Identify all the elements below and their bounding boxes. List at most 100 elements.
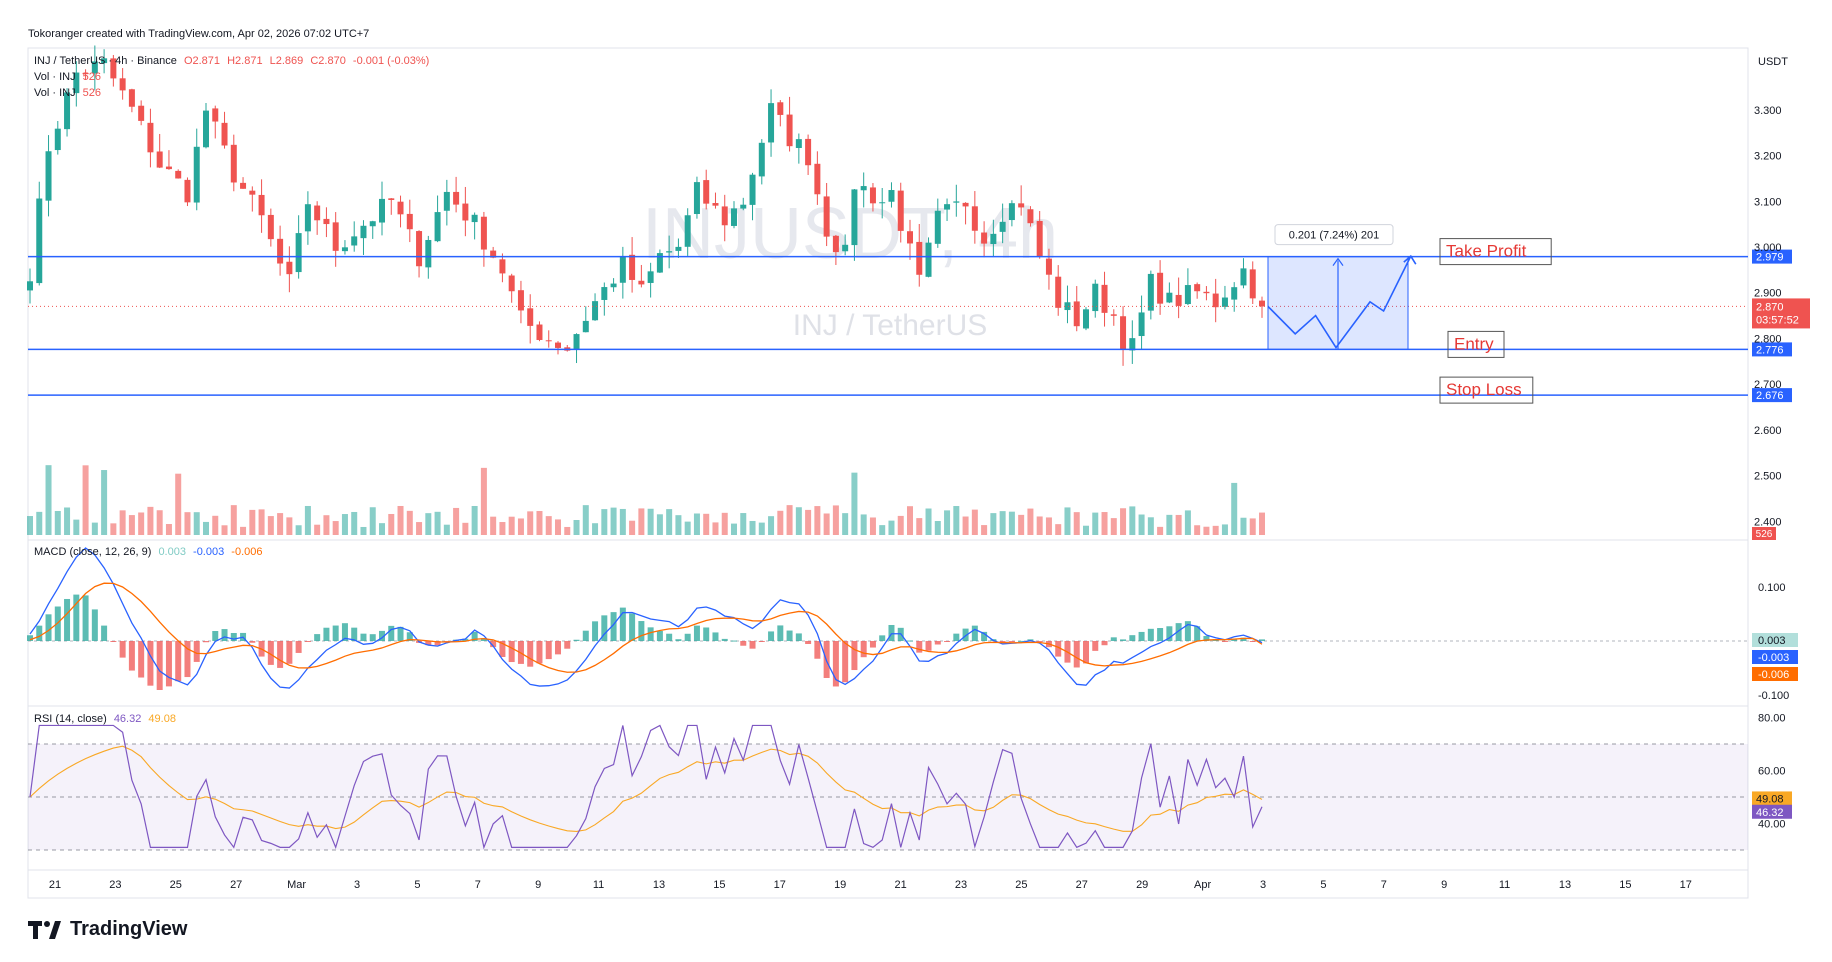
volume-bar xyxy=(490,516,497,535)
volume-bar xyxy=(1055,524,1062,535)
macd-histogram-bar xyxy=(879,635,886,641)
macd-hist-badge xyxy=(1752,633,1798,647)
candle-body xyxy=(221,122,228,146)
volume-label: Vol · INJ xyxy=(34,71,76,83)
volume-bar xyxy=(693,513,700,535)
macd-histogram-bar xyxy=(138,641,145,678)
candle-body xyxy=(128,89,135,107)
candle-body xyxy=(851,189,858,246)
macd-histogram-bar xyxy=(888,624,895,641)
tradingview-logo[interactable]: TradingView xyxy=(28,918,187,941)
macd-histogram-bar xyxy=(1110,637,1117,641)
macd-histogram-bar xyxy=(1259,639,1265,641)
volume-bar xyxy=(527,511,534,535)
volume-bar xyxy=(805,509,812,535)
candle-body xyxy=(480,216,487,250)
volume-bar xyxy=(443,524,450,535)
volume-bar xyxy=(1212,525,1219,535)
macd-histogram-bar xyxy=(712,632,719,641)
macd-histogram-bar xyxy=(360,633,367,641)
grid-lines xyxy=(27,47,1749,899)
macd-histogram-bar xyxy=(675,639,682,641)
candle-body xyxy=(1212,293,1219,308)
volume-bar xyxy=(971,509,978,535)
price-tick-label: 3.300 xyxy=(1754,105,1782,117)
macd-histogram-bar xyxy=(73,594,80,641)
volume-bar xyxy=(1221,524,1228,535)
macd-histogram-bar xyxy=(999,641,1006,643)
volume-bar xyxy=(221,525,228,535)
volume-bar xyxy=(1259,512,1265,535)
candle-body xyxy=(203,110,209,148)
macd-histogram-bar xyxy=(45,614,52,641)
volume-bar xyxy=(564,526,571,535)
price-levels: 2.979 Take Profit 2.776 Entry 2.676 Stop Loss… xyxy=(28,224,1792,404)
candle-body xyxy=(1129,338,1136,351)
candle-body xyxy=(1175,294,1182,306)
macd-histogram-bar xyxy=(1194,626,1201,641)
currency-label: USDT xyxy=(1758,56,1788,68)
candle-body xyxy=(582,320,589,333)
macd-histogram-bar xyxy=(1129,635,1136,641)
volume-bar xyxy=(721,512,728,535)
macd-histogram-bar xyxy=(805,641,812,644)
rsi-tick-label: 60.00 xyxy=(1758,766,1786,778)
candle-body xyxy=(286,261,293,275)
macd-histogram-bar xyxy=(499,641,506,657)
candle-body xyxy=(341,247,348,252)
macd-histogram-bar xyxy=(323,627,330,641)
macd-histogram-bar xyxy=(397,626,404,641)
volume-bar xyxy=(1203,526,1210,535)
volume-bar xyxy=(832,505,839,535)
candle-body xyxy=(165,166,172,170)
volume-bar xyxy=(999,511,1006,535)
volume-bar xyxy=(230,505,237,535)
projection-line xyxy=(1267,255,1412,349)
candle-body xyxy=(110,58,117,79)
volume-bar xyxy=(1120,508,1127,535)
ohlc-change: -0.001 (-0.03%) xyxy=(352,55,430,67)
candle-body xyxy=(508,275,515,292)
candle-body xyxy=(462,203,469,221)
measure-label: 0.201 (7.24%) 201 xyxy=(1289,230,1380,242)
macd-histogram-bar xyxy=(721,638,728,641)
volume-bar xyxy=(907,506,913,535)
rsi-legend: RSI (14, close) 46.32 49.08 xyxy=(34,713,180,725)
candle-body xyxy=(1166,292,1173,303)
macd-histogram-bar xyxy=(777,625,784,641)
volume-bar xyxy=(555,519,561,535)
volume-bar xyxy=(860,514,867,535)
candle-body xyxy=(934,210,941,244)
time-tick-label: 7 xyxy=(475,879,481,891)
macd-pane xyxy=(27,547,1748,690)
candle-body xyxy=(360,225,367,239)
candle-body xyxy=(601,287,608,300)
time-tick-label: 25 xyxy=(170,879,182,891)
candle-body xyxy=(443,191,450,211)
macd-histogram-bar xyxy=(925,641,932,651)
candle-body xyxy=(304,204,311,232)
candle-body xyxy=(425,239,432,268)
macd-histogram-bar xyxy=(388,625,395,641)
macd-histogram-bar xyxy=(1083,641,1089,664)
signal-line xyxy=(29,582,1263,673)
volume-bar xyxy=(369,507,376,535)
candle-body xyxy=(684,215,691,247)
volume-bar xyxy=(1194,525,1201,535)
price-tick-label: 2.500 xyxy=(1754,471,1782,483)
candle-body xyxy=(897,190,904,231)
macd-histogram-bar xyxy=(610,612,617,641)
time-tick-label: 7 xyxy=(1381,879,1387,891)
macd-histogram-bar xyxy=(768,631,775,641)
volume-bar xyxy=(91,522,98,535)
macd-histogram-bar xyxy=(1157,628,1164,641)
volume-bar xyxy=(768,516,775,535)
volume-bar xyxy=(471,505,478,535)
volume-bar xyxy=(749,520,756,535)
macd-histogram-bar xyxy=(981,631,988,641)
volume-bar xyxy=(1147,517,1154,535)
volume-bar xyxy=(128,515,135,535)
macd-histogram-bar xyxy=(758,641,765,642)
volume-bar xyxy=(573,519,580,535)
